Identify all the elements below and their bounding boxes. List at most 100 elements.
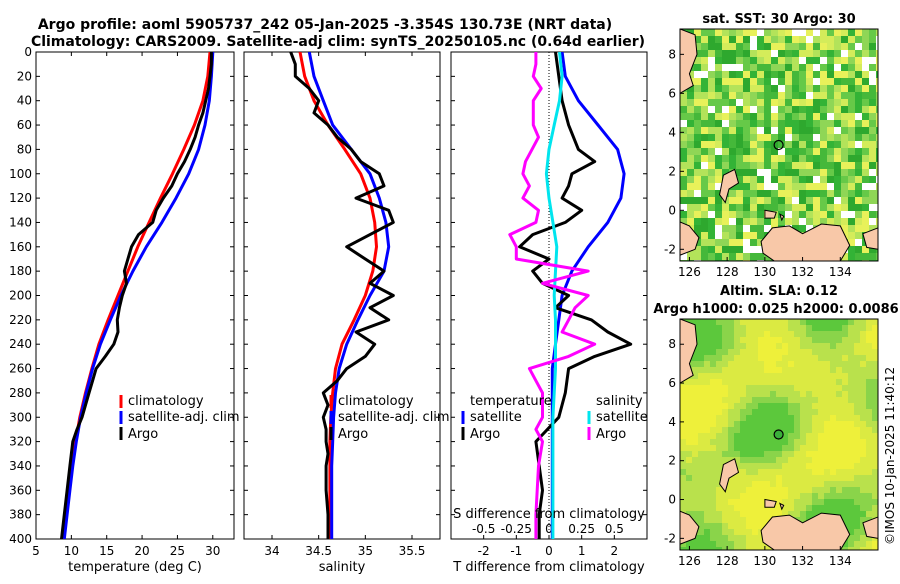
grid-cell (698, 475, 704, 481)
grid-cell (785, 162, 792, 169)
grid-cell (736, 50, 743, 57)
grid-cell (680, 218, 687, 225)
grid-cell (692, 475, 698, 481)
grid-cell (736, 246, 743, 253)
grid-cell (764, 367, 770, 373)
grid-cell (708, 232, 715, 239)
grid-cell (743, 218, 750, 225)
map-y-tick-label: -2 (664, 242, 676, 256)
grid-cell (799, 225, 806, 232)
grid-cell (680, 120, 687, 127)
grid-cell (842, 355, 848, 361)
grid-cell (794, 511, 800, 517)
grid-cell (680, 475, 686, 481)
grid-cell (734, 487, 740, 493)
grid-cell (800, 475, 806, 481)
grid-cell (716, 433, 722, 439)
grid-cell (710, 409, 716, 415)
grid-cell (752, 475, 758, 481)
grid-cell (740, 547, 746, 550)
grid-cell (710, 361, 716, 367)
grid-cell (722, 162, 729, 169)
difference-panel: -2 -1 0 1 2-0.5 -0.25 0 0.25 0.5 temperature sat… (450, 51, 648, 575)
grid-cell (785, 78, 792, 85)
grid-cell (869, 141, 876, 148)
grid-cell (869, 183, 876, 190)
grid-cell (704, 391, 710, 397)
grid-cell (680, 176, 687, 183)
grid-cell (764, 415, 770, 421)
grid-cell (792, 148, 799, 155)
grid-cell (764, 355, 770, 361)
grid-cell (757, 176, 764, 183)
land-polygon (779, 213, 785, 222)
grid-cell (782, 379, 788, 385)
grid-cell (813, 43, 820, 50)
grid-cell (729, 127, 736, 134)
grid-cell (792, 120, 799, 127)
grid-cell (708, 71, 715, 78)
grid-cell (698, 409, 704, 415)
grid-cell (806, 106, 813, 113)
grid-cell (872, 541, 878, 547)
grid-cell (836, 487, 842, 493)
grid-cell (848, 211, 855, 218)
grid-cell (869, 64, 876, 71)
grid-cell (757, 113, 764, 120)
grid-cell (827, 64, 834, 71)
grid-cell (764, 433, 770, 439)
grid-cell (757, 239, 764, 246)
grid-cell (686, 481, 692, 487)
grid-cell (860, 355, 866, 361)
grid-cell (692, 541, 698, 547)
grid-cell (830, 331, 836, 337)
grid-cell (785, 197, 792, 204)
grid-cell (818, 499, 824, 505)
grid-cell (862, 253, 869, 260)
grid-cell (827, 36, 834, 43)
grid-cell (834, 218, 841, 225)
grid-cell (869, 29, 876, 36)
grid-cell (842, 421, 848, 427)
grid-cell (848, 246, 855, 253)
grid-cell (792, 197, 799, 204)
grid-cell (824, 427, 830, 433)
grid-cell (824, 451, 830, 457)
grid-cell (752, 535, 758, 541)
grid-cell (848, 204, 855, 211)
grid-cell (813, 190, 820, 197)
grid-cell (860, 325, 866, 331)
grid-cell (734, 349, 740, 355)
grid-cell (770, 385, 776, 391)
grid-cell (758, 493, 764, 499)
grid-cell (701, 232, 708, 239)
grid-cell (806, 355, 812, 361)
grid-cell (872, 409, 878, 415)
grid-cell (757, 183, 764, 190)
grid-cell (736, 176, 743, 183)
grid-cell (704, 409, 710, 415)
grid-cell (778, 106, 785, 113)
grid-cell (792, 71, 799, 78)
grid-cell (869, 134, 876, 141)
grid-cell (834, 162, 841, 169)
grid-cell (854, 379, 860, 385)
grid-cell (680, 141, 687, 148)
grid-cell (743, 113, 750, 120)
grid-cell (698, 529, 704, 535)
grid-cell (715, 50, 722, 57)
grid-cell (862, 246, 869, 253)
grid-cell (830, 427, 836, 433)
land-polygon (719, 168, 740, 204)
grid-cell (854, 397, 860, 403)
grid-cell (750, 239, 757, 246)
grid-cell (862, 43, 869, 50)
grid-cell (708, 64, 715, 71)
grid-cell (827, 92, 834, 99)
grid-cell (764, 391, 770, 397)
grid-cell (716, 391, 722, 397)
grid-cell (860, 445, 866, 451)
grid-cell (758, 337, 764, 343)
grid-cell (687, 169, 694, 176)
grid-cell (758, 499, 764, 505)
